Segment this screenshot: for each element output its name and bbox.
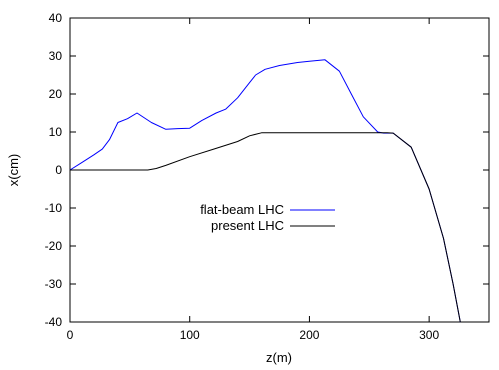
y-tick-label: 10 (49, 125, 63, 139)
series-line-1 (70, 132, 461, 323)
series-line-0 (69, 59, 461, 323)
series-layer (69, 59, 461, 323)
axis-ticks: 0 100 200 300 -40 -30 -20 -10 0 10 20 30 40 (45, 11, 489, 342)
y-tick-label: 30 (49, 49, 63, 63)
legend-label: present LHC (211, 218, 284, 233)
y-tick-label: -20 (45, 239, 63, 253)
y-tick-label: 40 (49, 11, 63, 25)
y-tick-label: 20 (49, 87, 63, 101)
y-tick-label: -10 (45, 201, 63, 215)
x-tick-label: 0 (67, 328, 74, 342)
legend-label: flat-beam LHC (200, 202, 284, 217)
x-tick-label: 300 (419, 328, 439, 342)
x-tick-label: 200 (299, 328, 319, 342)
y-tick-label: -30 (45, 277, 63, 291)
y-tick-label: -40 (45, 315, 63, 329)
y-tick-label: 0 (55, 163, 62, 177)
y-axis-label: x(cm) (6, 154, 21, 187)
x-tick-label: 100 (180, 328, 200, 342)
x-axis-label: z(m) (266, 350, 292, 365)
